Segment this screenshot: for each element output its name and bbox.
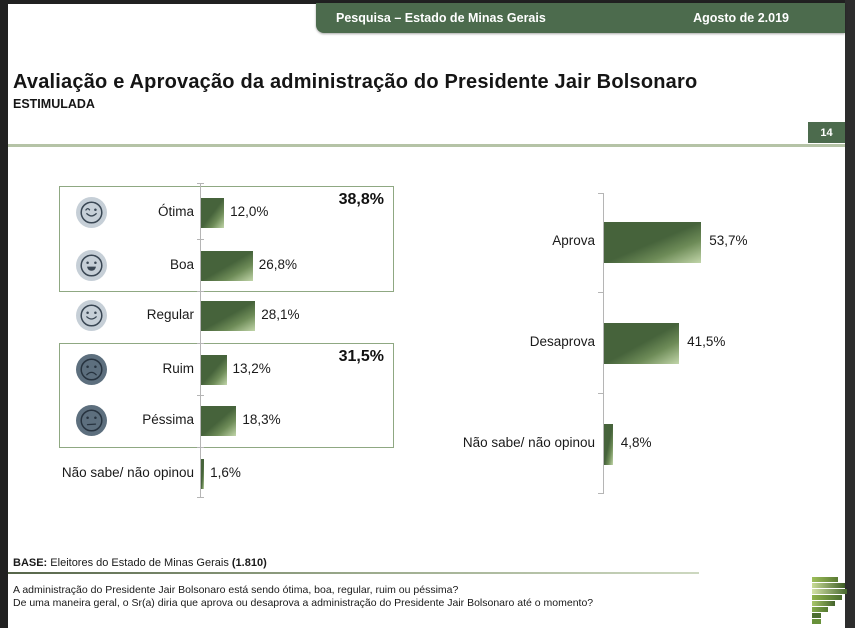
axis-tick [598,393,604,394]
value-label: 12,0% [230,204,269,219]
group-box-positive [59,186,394,292]
value-label: 26,8% [258,257,297,272]
header-title: Pesquisa – Estado de Minas Gerais [336,11,546,25]
base-label: BASE: [13,557,48,569]
value-label: 18,3% [242,412,281,427]
page-subtitle: ESTIMULADA [13,97,95,111]
value-label: 13,2% [232,361,271,376]
axis-tick [197,447,204,448]
axis-tick [598,292,604,293]
axis-tick [598,493,604,494]
bar [201,406,237,436]
face-frown-icon [76,354,107,385]
group-total-positive: 38,8% [338,191,384,208]
bar [201,301,256,331]
bar [201,355,227,385]
face-grin-icon [76,250,107,281]
base-text: Eleitores do Estado de Minas Gerais [47,557,232,569]
bar [604,424,613,465]
axis-line [603,193,604,493]
category-label: Aprova [552,233,595,248]
frame-right [845,0,855,628]
frame-top [0,0,855,4]
category-label: Não sabe/ não opinou [462,435,595,450]
axis-tick [197,183,204,184]
category-label: Boa [169,257,194,272]
title-divider [8,144,845,147]
value-label: 1,6% [210,465,241,480]
company-logo-icon [812,577,850,627]
bar [201,459,205,489]
axis-tick [197,497,204,498]
category-label: Desaprova [529,334,595,349]
page-title: Avaliação e Aprovação da administração d… [13,71,698,93]
group-box-negative [59,343,394,448]
base-divider [8,572,699,574]
value-label: 41,5% [687,334,726,349]
value-label: 28,1% [261,307,300,322]
face-wink-icon [76,197,107,228]
base-note: BASE: Eleitores do Estado de Minas Gerai… [13,557,267,569]
bar [604,323,680,364]
axis-tick [598,193,604,194]
page-number-badge: 14 [808,122,845,143]
axis-tick [197,395,204,396]
category-label: Péssima [142,412,194,427]
axis-tick [197,291,204,292]
base-count: (1.810) [231,557,267,569]
axis-tick [197,239,204,240]
bar [604,222,702,263]
category-label: Ótima [157,204,194,219]
axis-tick [197,343,204,344]
value-label: 53,7% [709,233,748,248]
group-total-negative: 31,5% [338,348,384,365]
header-bar: Pesquisa – Estado de Minas Gerais Agosto… [316,3,845,33]
axis-line [200,183,201,497]
category-label: Ruim [162,361,194,376]
header-date: Agosto de 2.019 [693,11,789,25]
category-label: Regular [146,307,194,322]
question-2: De uma maneira geral, o Sr(a) diria que … [13,597,594,609]
category-label: Não sabe/ não opinou [61,465,194,480]
value-label: 4,8% [620,435,652,450]
bar [201,198,225,228]
face-neutral-icon [76,405,107,436]
question-1: A administração do Presidente Jair Bolso… [13,584,459,596]
frame-left [0,0,8,628]
face-smile-icon [76,300,107,331]
bar [201,251,253,281]
